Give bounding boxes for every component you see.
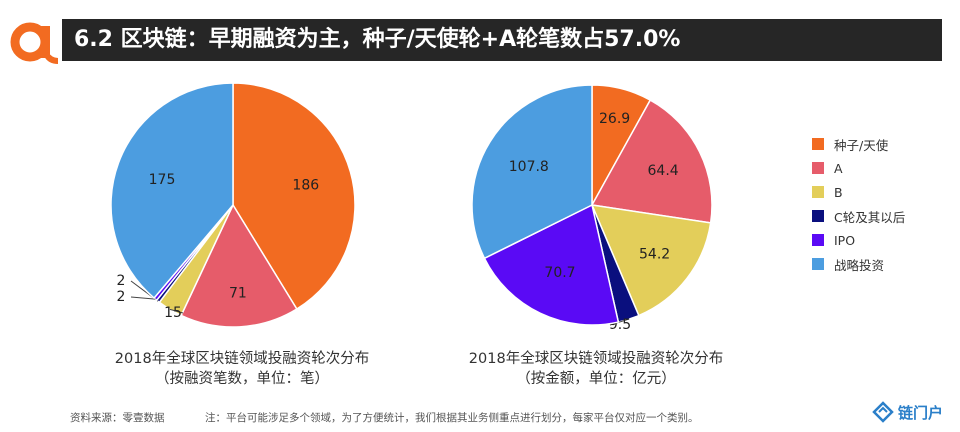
data-label: 54.2 — [639, 247, 670, 263]
legend-swatch — [812, 258, 824, 270]
legend-label: C轮及其以后 — [834, 209, 906, 225]
pie-slice — [232, 82, 356, 311]
legend-item: C轮及其以后 — [812, 204, 905, 228]
legend-swatch — [812, 162, 824, 174]
source-note: 资料来源：零壹数据 — [70, 412, 165, 424]
legend-item: A — [812, 156, 905, 180]
leader-line — [609, 318, 629, 326]
brand-name: 链门户 — [898, 403, 944, 422]
legend-label: 种子/天使 — [834, 137, 889, 153]
data-label: 107.8 — [509, 159, 549, 175]
pie-slice — [180, 203, 298, 328]
legend-item: B — [812, 180, 905, 204]
data-label: 175 — [149, 172, 176, 188]
legend-item: 战略投资 — [812, 252, 905, 276]
data-label: 26.9 — [599, 111, 630, 127]
brand-logo — [10, 22, 58, 64]
legend-swatch — [812, 138, 824, 150]
data-label: 71 — [229, 286, 247, 302]
legend-item: 种子/天使 — [812, 132, 905, 156]
legend-label: B — [834, 184, 843, 200]
data-label: 70.7 — [544, 265, 575, 281]
legend-item: IPO — [812, 228, 905, 252]
brand-watermark: 链门户 — [872, 398, 943, 426]
pie-slice — [483, 203, 620, 326]
legend-label: 战略投资 — [834, 257, 885, 273]
pie-slice — [590, 99, 713, 224]
brand-icon — [872, 401, 894, 423]
chart-2-title: 2018年全球区块链领域投融资轮次分布 — [468, 351, 724, 367]
legend: 种子/天使 A B C轮及其以后 IPO 战略投资 — [812, 132, 905, 276]
pie-slice — [590, 204, 712, 317]
legend-swatch — [812, 186, 824, 198]
leader-line — [169, 308, 184, 314]
chart-2-subtitle: （按金额，单位：亿元） — [516, 371, 676, 387]
footnote: 注：平台可能涉足多个领域，为了方便统计，我们根据其业务侧重点进行划分，每家平台仅… — [205, 412, 699, 424]
chart-1-title: 2018年全球区块链领域投融资轮次分布 — [114, 351, 370, 367]
chart-1-subtitle: （按融资笔数，单位：笔） — [155, 371, 329, 387]
chart-1-caption: 2018年全球区块链领域投融资轮次分布 （按融资笔数，单位：笔） — [92, 349, 392, 389]
data-label: 2 — [117, 273, 126, 289]
legend-swatch — [812, 210, 824, 222]
leader-line — [130, 296, 156, 300]
chart-2-caption: 2018年全球区块链领域投融资轮次分布 （按金额，单位：亿元） — [446, 349, 746, 389]
page-title: 6.2 区块链：早期融资为主，种子/天使轮+A轮笔数占57.0% — [62, 19, 942, 61]
data-label: 64.4 — [648, 163, 679, 179]
legend-label: IPO — [834, 232, 856, 248]
pie-slice — [110, 82, 234, 300]
legend-swatch — [812, 234, 824, 246]
pie-slice — [471, 84, 593, 260]
legend-label: A — [834, 160, 843, 176]
data-label: 2 — [117, 289, 126, 305]
data-label: 186 — [292, 177, 319, 193]
data-label: 15 — [164, 305, 182, 321]
